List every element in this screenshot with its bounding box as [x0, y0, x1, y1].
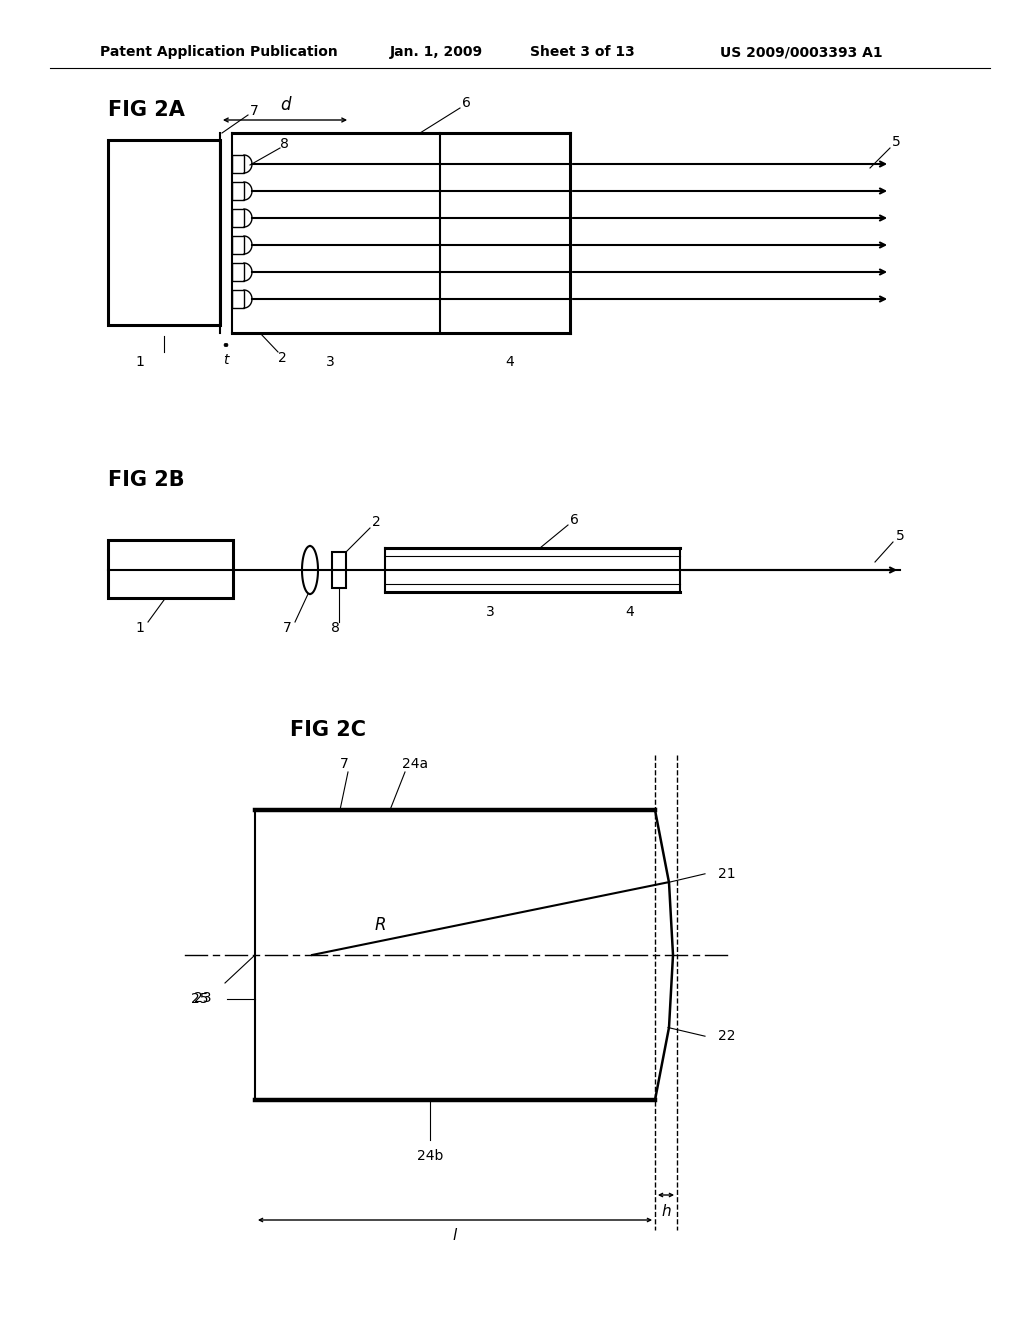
Text: 5: 5	[892, 135, 900, 149]
Text: 2: 2	[372, 515, 380, 529]
Text: Patent Application Publication: Patent Application Publication	[100, 45, 338, 59]
Text: 2: 2	[278, 351, 287, 366]
Text: 8: 8	[331, 620, 339, 635]
Text: t: t	[223, 352, 228, 367]
Text: Sheet 3 of 13: Sheet 3 of 13	[530, 45, 635, 59]
Text: 1: 1	[135, 620, 144, 635]
Text: R: R	[374, 916, 386, 935]
Text: h: h	[662, 1204, 671, 1218]
Text: 6: 6	[462, 96, 470, 110]
Bar	[232, 182, 244, 201]
Bar	[232, 154, 244, 173]
Text: FIG 2C: FIG 2C	[290, 719, 366, 741]
Text: 8: 8	[280, 137, 289, 150]
Text: 3: 3	[326, 355, 335, 370]
Bar	[108, 540, 233, 598]
Text: 23: 23	[195, 991, 212, 1006]
Text: Jan. 1, 2009: Jan. 1, 2009	[390, 45, 483, 59]
Text: 25: 25	[191, 993, 209, 1006]
Text: US 2009/0003393 A1: US 2009/0003393 A1	[720, 45, 883, 59]
Text: FIG 2A: FIG 2A	[108, 100, 185, 120]
Text: 7: 7	[283, 620, 292, 635]
Text: 4: 4	[506, 355, 514, 370]
Text: 7: 7	[340, 756, 348, 771]
Bar	[232, 209, 244, 227]
Bar	[232, 290, 244, 308]
Text: 1: 1	[135, 355, 144, 370]
Text: 21: 21	[718, 867, 736, 880]
Bar	[332, 552, 346, 587]
Text: d: d	[280, 96, 290, 114]
Bar	[108, 140, 220, 325]
Bar	[232, 263, 244, 281]
Text: 24a: 24a	[402, 756, 428, 771]
Text: 24b: 24b	[417, 1148, 443, 1163]
Text: 6: 6	[569, 513, 579, 527]
Bar	[232, 236, 244, 253]
Text: l: l	[453, 1229, 457, 1243]
Text: FIG 2B: FIG 2B	[108, 470, 184, 490]
Text: 3: 3	[485, 605, 495, 619]
Text: 22: 22	[718, 1030, 736, 1043]
Text: 7: 7	[250, 104, 258, 117]
Text: 4: 4	[626, 605, 635, 619]
Text: 5: 5	[896, 529, 904, 543]
